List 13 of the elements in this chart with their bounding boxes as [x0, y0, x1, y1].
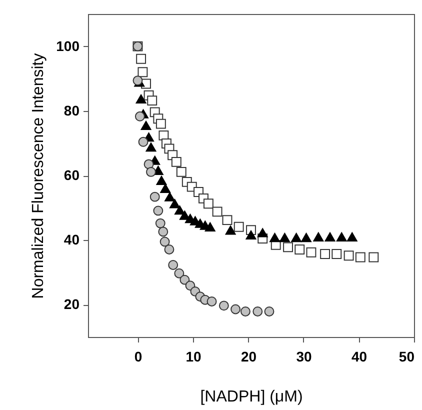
y-axis-title: Normalized Fluorescence Intensity [30, 53, 48, 299]
x-tick-label: 40 [351, 348, 368, 364]
x-tick-label: 50 [398, 348, 415, 364]
x-tick-label: 20 [240, 348, 257, 364]
y-tick-label: 80 [64, 102, 80, 118]
x-tick-label: 10 [186, 348, 202, 364]
y-tick-label: 40 [64, 232, 80, 248]
x-axis-title: [NADPH] (μM) [200, 388, 303, 406]
x-tick-label: 30 [296, 348, 312, 364]
y-tick-label: 20 [64, 296, 80, 312]
y-tick-label: 100 [56, 38, 80, 54]
y-tick-label: 60 [64, 167, 80, 183]
x-tick-label: 0 [134, 348, 142, 364]
